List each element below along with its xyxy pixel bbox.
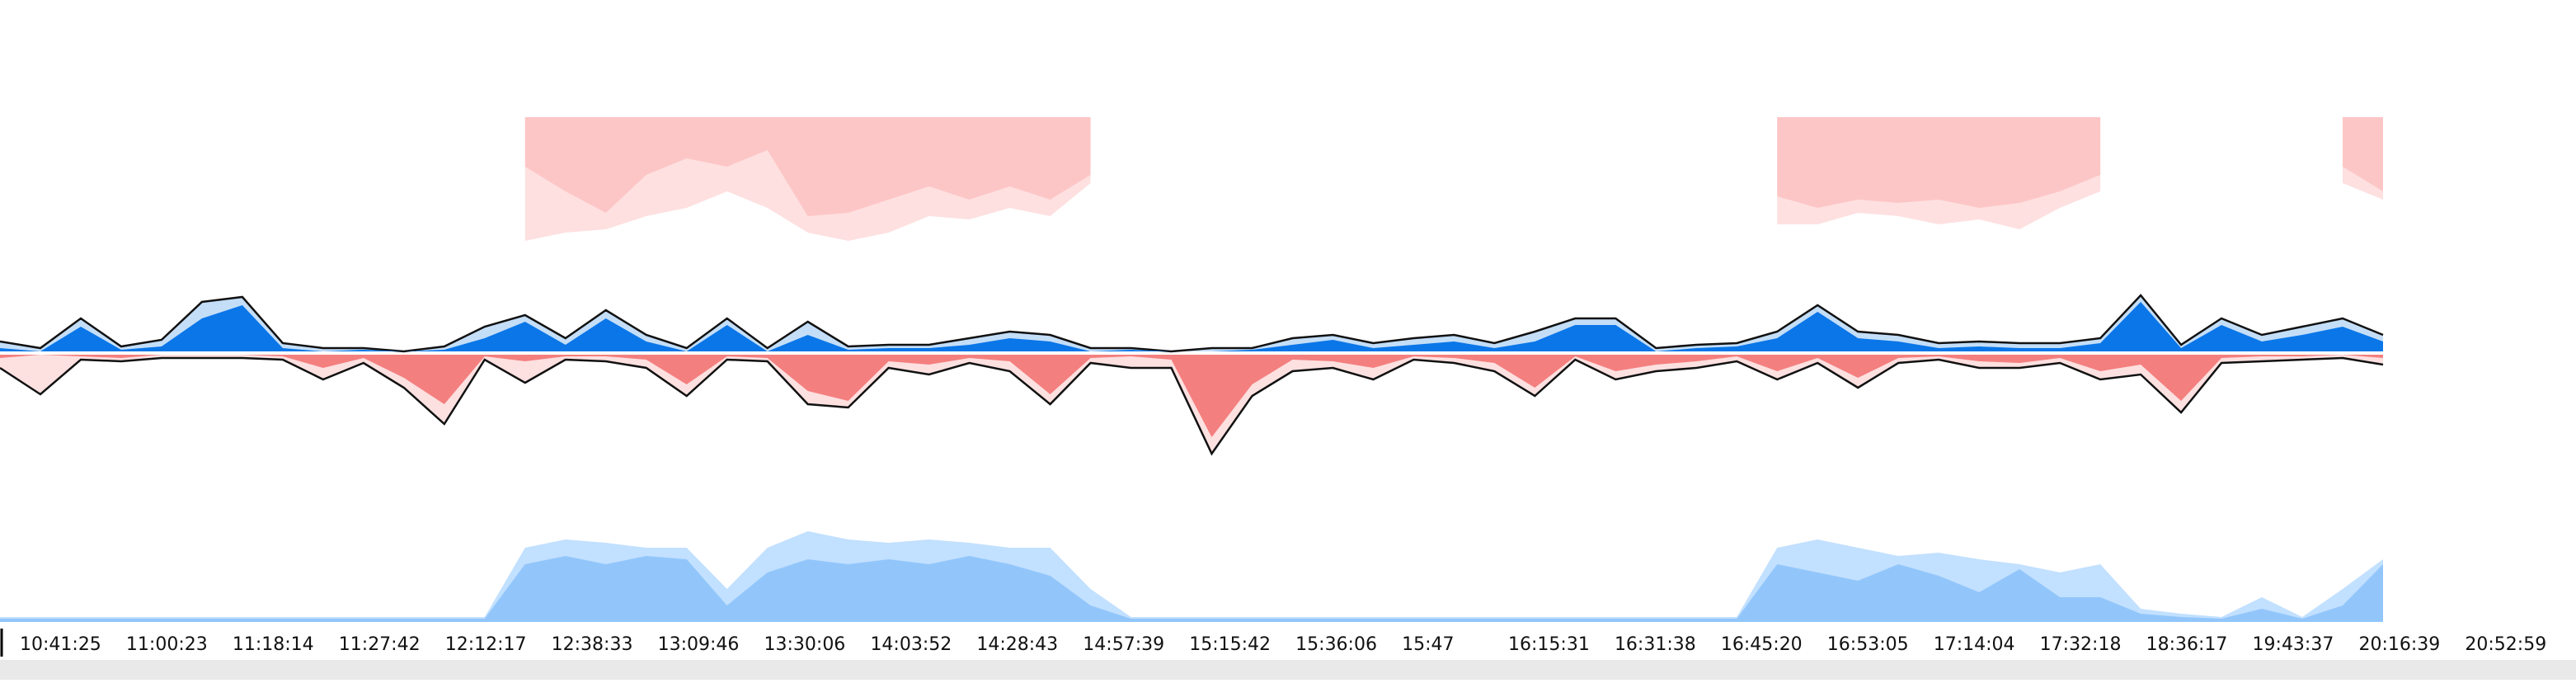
x-tick-label: 11:27:42	[339, 634, 421, 655]
area	[2343, 117, 2383, 191]
area	[1777, 117, 2101, 208]
x-tick-label: 15:15:42	[1189, 634, 1271, 655]
x-tick-label: 14:28:43	[976, 634, 1058, 655]
x-tick-label: 10:41:25	[20, 634, 101, 655]
x-tick-label: 20:52:59	[2465, 634, 2546, 655]
x-tick-label: 19:43:37	[2253, 634, 2334, 655]
x-tick-label: 16:31:38	[1615, 634, 1696, 655]
x-tick-label: 17:32:18	[2040, 634, 2122, 655]
axis-strip	[0, 660, 2576, 680]
x-tick-label: 16:15:31	[1508, 634, 1590, 655]
x-tick-label: 11:00:23	[126, 634, 208, 655]
x-tick-label: 12:38:33	[552, 634, 633, 655]
area	[524, 117, 1091, 216]
x-tick-label: 15:47	[1402, 634, 1454, 655]
x-tick-label: 15:36:06	[1295, 634, 1377, 655]
x-tick-label: 16:53:05	[1827, 634, 1909, 655]
area	[0, 302, 2383, 351]
x-tick-label: 12:12:17	[445, 634, 527, 655]
area	[0, 355, 2383, 454]
area-outline	[0, 294, 2384, 353]
x-tick-label: 20:16:39	[2358, 634, 2440, 655]
x-tick-label: 13:09:46	[658, 634, 740, 655]
area	[0, 355, 2383, 437]
x-tick-label: 18:36:17	[2146, 634, 2228, 655]
area	[0, 556, 2383, 622]
x-tick-label: 11:18:14	[233, 634, 314, 655]
x-tick-label: 16:45:20	[1721, 634, 1803, 655]
x-tick-label: 14:57:39	[1083, 634, 1164, 655]
x-tick-label: 14:03:52	[870, 634, 952, 655]
x-tick-label: 17:14:04	[1934, 634, 2015, 655]
area-outline	[0, 356, 2384, 456]
x-tick-label: 13:30:06	[764, 634, 846, 655]
